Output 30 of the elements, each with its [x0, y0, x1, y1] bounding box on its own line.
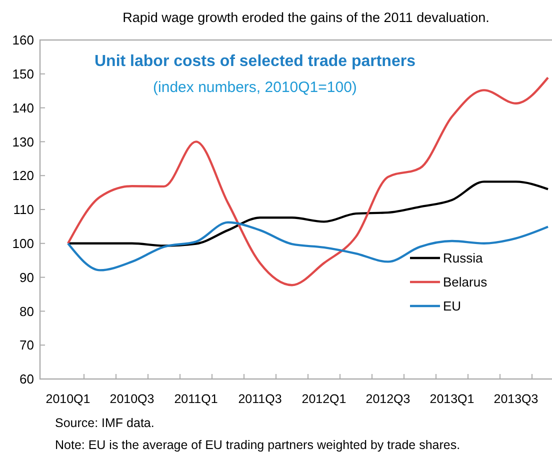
text: Unit labor costs of selected trade partners	[94, 53, 416, 70]
x-tick-label: 2012Q1	[302, 392, 346, 406]
x-tick-label: 2010Q1	[46, 392, 90, 406]
line-series	[66, 180, 550, 247]
y-tick-label: 60	[20, 372, 34, 387]
source-note: Source: IMF data.	[55, 416, 154, 430]
y-tick-label: 90	[20, 270, 34, 285]
legend-label: Belarus	[443, 274, 488, 290]
x-tick-label: 2012Q3	[366, 392, 410, 406]
chart-title: Rapid wage growth eroded the gains of the 2011 devaluation.	[122, 10, 490, 25]
y-tick-label: 140	[12, 100, 34, 116]
y-tick-label: 70	[20, 338, 34, 353]
x-tick-label: 2013Q3	[494, 392, 538, 406]
line-series	[66, 76, 550, 286]
y-tick-label: 120	[12, 168, 34, 184]
x-tick-label: 2011Q1	[174, 392, 218, 406]
x-tick-label: 2013Q1	[430, 392, 474, 406]
line-series	[66, 221, 550, 272]
y-tick-label: 150	[12, 66, 34, 82]
x-tick-label: 2010Q3	[110, 392, 154, 406]
x-tick-label: 2011Q3	[238, 392, 282, 406]
y-tick-label: 130	[12, 134, 34, 150]
y-tick-label: 110	[13, 202, 34, 218]
legend-label: EU	[443, 298, 462, 314]
text: Note: EU is the average of EU trading partners weighted by trade shares.	[55, 438, 460, 452]
y-tick-label: 100	[12, 236, 34, 251]
annotation: (index numbers, 2010Q1=100)	[153, 79, 357, 96]
y-tick-label: 160	[12, 32, 34, 48]
y-tick-label: 80	[20, 304, 34, 319]
legend-label: Russia	[443, 250, 484, 266]
